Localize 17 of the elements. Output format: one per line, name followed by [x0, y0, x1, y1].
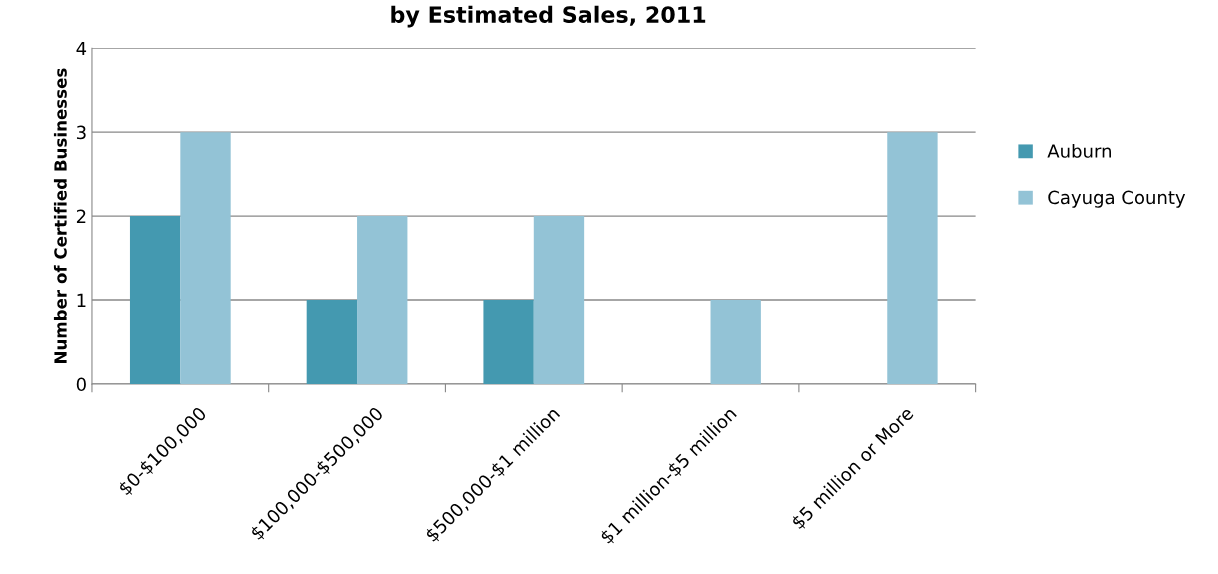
y-axis-title: Number of Certified Businesses: [53, 68, 67, 363]
legend-label: Cayuga County: [1048, 190, 1186, 208]
y-tick-label: 0: [76, 377, 86, 392]
bar: [483, 300, 534, 385]
legend-label: Auburn: [1047, 143, 1111, 158]
bar: [306, 300, 358, 385]
chart-title: by Estimated Sales, 2011: [391, 5, 706, 28]
bar: [710, 300, 761, 385]
y-tick-label: 1: [77, 293, 86, 307]
y-tick-label: 4: [76, 41, 87, 56]
y-tick-label: 3: [76, 125, 86, 140]
bar: [129, 216, 181, 385]
bar: [180, 132, 231, 385]
y-tick-label: 2: [76, 209, 86, 223]
bar: [887, 132, 938, 385]
bar: [357, 216, 408, 385]
bar: [533, 216, 585, 385]
